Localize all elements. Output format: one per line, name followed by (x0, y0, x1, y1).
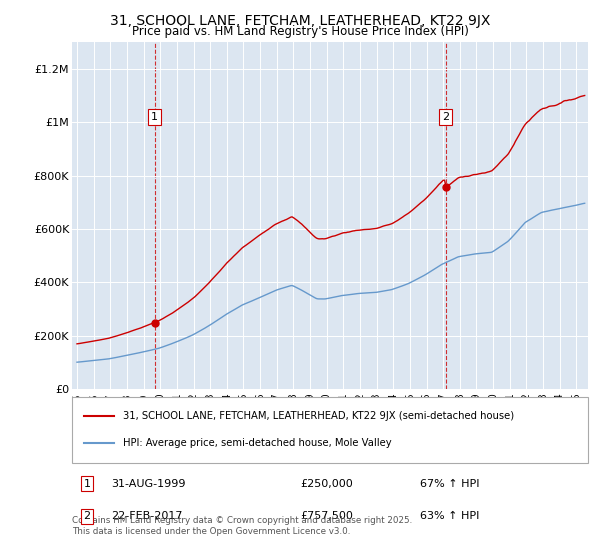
Text: 1: 1 (83, 479, 91, 489)
Text: Contains HM Land Registry data © Crown copyright and database right 2025.
This d: Contains HM Land Registry data © Crown c… (72, 516, 412, 536)
Text: 2: 2 (83, 511, 91, 521)
Text: 31, SCHOOL LANE, FETCHAM, LEATHERHEAD, KT22 9JX (semi-detached house): 31, SCHOOL LANE, FETCHAM, LEATHERHEAD, K… (123, 410, 514, 421)
Text: 31-AUG-1999: 31-AUG-1999 (111, 479, 185, 489)
Text: 63% ↑ HPI: 63% ↑ HPI (420, 511, 479, 521)
Text: 22-FEB-2017: 22-FEB-2017 (111, 511, 182, 521)
Text: Price paid vs. HM Land Registry's House Price Index (HPI): Price paid vs. HM Land Registry's House … (131, 25, 469, 38)
Text: £757,500: £757,500 (300, 511, 353, 521)
Text: £250,000: £250,000 (300, 479, 353, 489)
Text: 2: 2 (442, 112, 449, 122)
Text: 67% ↑ HPI: 67% ↑ HPI (420, 479, 479, 489)
Text: 1: 1 (151, 112, 158, 122)
Text: 31, SCHOOL LANE, FETCHAM, LEATHERHEAD, KT22 9JX: 31, SCHOOL LANE, FETCHAM, LEATHERHEAD, K… (110, 14, 490, 28)
Text: HPI: Average price, semi-detached house, Mole Valley: HPI: Average price, semi-detached house,… (123, 438, 392, 448)
